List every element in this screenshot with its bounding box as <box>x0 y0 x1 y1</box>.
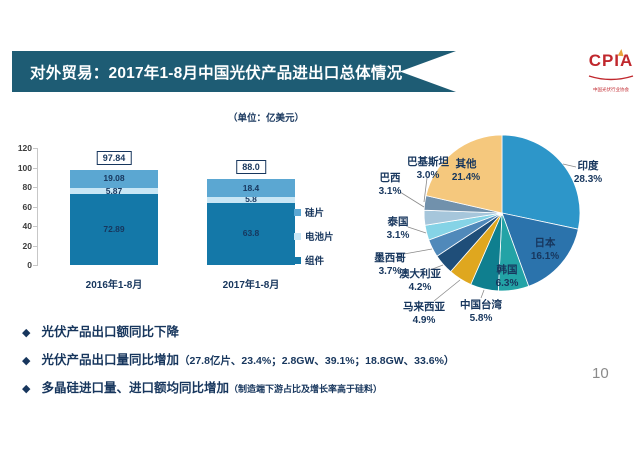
bar-total-label: 88.0 <box>236 160 266 175</box>
pie-slice-name: 墨西哥 <box>374 252 406 264</box>
page-number: 10 <box>592 365 609 382</box>
legend-swatch <box>294 208 301 216</box>
bar-segment-value: 5.8 <box>245 194 257 205</box>
pie-slice <box>501 212 579 287</box>
pie-leader-line <box>562 163 577 168</box>
y-axis-tick-label: 20 <box>22 240 32 251</box>
pie-slice-name: 韩国 <box>497 263 518 276</box>
y-axis-tick-label: 0 <box>27 260 32 270</box>
pie-leader-line <box>399 191 425 208</box>
bullet-item: ◆ 多晶硅进口量、进口额均同比增加 （制造端下游占比及增长率高于硅料） <box>22 377 622 396</box>
y-axis-tick-label: 60 <box>22 201 32 212</box>
pie-slice-name: 泰国 <box>387 215 409 228</box>
logo-arc <box>588 75 634 81</box>
unit-label: （单位：亿美元） <box>228 113 305 124</box>
legend-swatch <box>294 232 301 240</box>
pie-slice-percent: 4.9% <box>413 315 436 326</box>
pie-leader-line <box>407 226 427 234</box>
legend-label: 组件 <box>305 256 325 267</box>
pie-slice-percent: 5.8% <box>470 313 493 324</box>
bullet-text: 光伏产品出口量同比增加 <box>41 353 179 367</box>
bar-segment <box>70 169 158 189</box>
flame-icon <box>617 48 625 57</box>
legend-label: 硅片 <box>305 208 325 219</box>
slide-title: 对外贸易：2017年1-8月中国光伏产品进出口总体情况 <box>30 64 403 82</box>
legend-item: 硅片 <box>294 205 324 219</box>
pie-slice-name: 印度 <box>578 159 599 172</box>
pie-slice-name: 巴西 <box>380 172 401 184</box>
title-banner: 对外贸易：2017年1-8月中国光伏产品进出口总体情况 <box>12 51 456 92</box>
legend-label: 电池片 <box>305 232 334 243</box>
pie-leader-line <box>423 177 428 203</box>
y-axis-tick <box>33 167 38 169</box>
legend-item: 电池片 <box>294 229 334 243</box>
pie-slice-name: 马来西亚 <box>403 300 445 313</box>
pie-slice-name: 巴基斯坦 <box>407 155 449 168</box>
bar-segment <box>207 179 295 198</box>
bar-segment-value: 72.89 <box>103 223 125 234</box>
y-axis-tick-label: 80 <box>22 182 32 192</box>
bullet-detail: （27.8亿片、23.4%；2.8GW、39.1%；18.8GW、33.6%） <box>178 355 455 367</box>
bullet-text: 光伏产品出口额同比下降 <box>41 325 179 339</box>
pie-slice-percent: 3.0% <box>417 170 440 181</box>
pie-slice-name: 日本 <box>535 236 556 249</box>
bar-segment <box>207 202 295 265</box>
pie-slice <box>501 134 581 230</box>
pie-slice-name: 其他 <box>456 157 477 170</box>
bullet-list: ◆ 光伏产品出口额同比下降 ◆ 光伏产品出口量同比增加 （27.8亿片、23.4%；2.… <box>22 321 622 405</box>
bar-segment <box>70 188 158 194</box>
pie-slice-percent: 3.1% <box>379 186 402 197</box>
bullet-diamond-icon: ◆ <box>22 383 31 395</box>
legend-item: 组件 <box>294 253 324 267</box>
cpia-logo-org: 中国光伏行业协会 <box>592 87 629 93</box>
pie-slice-name: 中国台湾 <box>460 298 502 311</box>
bar-segment <box>70 193 158 265</box>
bullet-diamond-icon: ◆ <box>22 327 31 339</box>
pie-slice <box>425 134 503 214</box>
bar-segment-value: 18.4 <box>242 182 260 193</box>
y-axis-tick <box>33 148 38 149</box>
y-axis-tick <box>33 245 38 247</box>
bar-segment-value: 5.87 <box>105 185 123 196</box>
cpia-logo-text: CPIA <box>588 51 634 70</box>
y-axis-tick <box>33 226 38 227</box>
bullet-item: ◆ 光伏产品出口额同比下降 <box>22 321 622 340</box>
x-axis-category-label: 2016年1-8月 <box>85 280 143 291</box>
pie-slice-percent: 3.7% <box>379 266 402 277</box>
pie-chart: 印度 28.3% 日本 16.1% 韩国 6.3% 中国台湾 5.8% 马来西亚 4.9% 澳大利亚… <box>374 134 602 326</box>
pie-leader-line <box>433 279 461 302</box>
pie-slice-percent: 28.3% <box>574 174 602 185</box>
bar-segment <box>207 197 295 203</box>
bullet-diamond-icon: ◆ <box>22 355 31 367</box>
y-axis-tick-label: 120 <box>17 143 32 153</box>
bullet-detail: （制造端下游占比及增长率高于硅料） <box>228 384 382 394</box>
pie-leader-line <box>480 289 485 299</box>
pie-leader-line <box>429 264 444 271</box>
pie-slice-percent: 4.2% <box>409 282 432 293</box>
legend-swatch <box>294 256 301 264</box>
y-axis-tick <box>33 206 38 208</box>
pie-slice-percent: 21.4% <box>452 172 480 183</box>
bar-segment-value: 19.08 <box>103 173 125 184</box>
pie-leader-line <box>403 248 433 255</box>
bar-segment-value: 63.8 <box>242 228 260 239</box>
y-axis-tick-label: 40 <box>22 221 32 231</box>
cpia-logo: CPIA 中国光伏行业协会 <box>586 48 636 93</box>
x-axis-category-label: 2017年1-8月 <box>222 280 280 291</box>
bullet-text: 多晶硅进口量、进口额均同比增加 <box>41 381 229 395</box>
pie-slice-percent: 16.1% <box>531 251 559 262</box>
bar-total-label: 97.84 <box>96 150 132 165</box>
bullet-item: ◆ 光伏产品出口量同比增加 （27.8亿片、23.4%；2.8GW、39.1%；18… <box>22 349 622 368</box>
y-axis-tick-label: 100 <box>17 162 32 173</box>
y-axis-tick <box>33 187 38 188</box>
pie-slice-percent: 3.1% <box>387 230 410 241</box>
y-axis-tick <box>33 265 38 266</box>
pie-slice-name: 澳大利亚 <box>399 267 441 280</box>
pie-slice-percent: 6.3% <box>496 278 519 289</box>
